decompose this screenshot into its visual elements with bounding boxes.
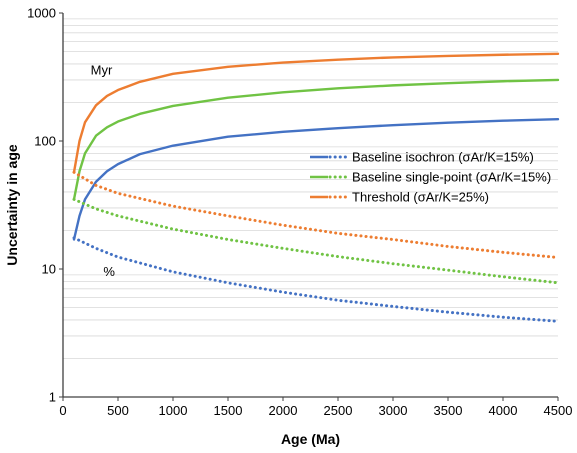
series-3 (72, 236, 560, 323)
x-tick-label: 3000 (379, 403, 408, 418)
y-tick-label: 10 (42, 262, 56, 277)
x-tick-label: 1000 (159, 403, 188, 418)
y-tick-label: 100 (34, 134, 56, 149)
series-2 (72, 52, 560, 174)
x-axis-title: Age (Ma) (281, 431, 340, 447)
legend-entry: Baseline isochron (σAr/K=15%) (352, 150, 534, 165)
x-tick-label: 2500 (324, 403, 353, 418)
series-line (72, 197, 560, 285)
legend-entry: Baseline single-point (σAr/K=15%) (352, 170, 551, 185)
y-axis-title: Uncertainty in age (4, 144, 20, 266)
series-5 (72, 170, 560, 259)
plot-area (72, 52, 560, 323)
annotation-label: % (103, 264, 115, 279)
x-tick-label: 4500 (544, 403, 573, 418)
series-1 (72, 78, 560, 201)
x-tick-label: 500 (107, 403, 129, 418)
tick-labels: 0 500 1000 1500 2000 2500 3000 3500 4000 4500 1 10 1… (27, 6, 572, 419)
y-tick-label: 1 (49, 390, 56, 405)
grid-lines (63, 18, 558, 359)
series-line (72, 170, 560, 259)
x-tick-label: 3500 (434, 403, 463, 418)
x-tick-label: 1500 (214, 403, 243, 418)
series-0 (72, 118, 560, 241)
axes (62, 13, 558, 398)
annotation-label: Myr (91, 63, 113, 78)
legend: Baseline isochron (σAr/K=15%) Baseline si… (310, 150, 551, 205)
x-tick-label: 2000 (269, 403, 298, 418)
annotations: Myr% (91, 63, 116, 279)
series-4 (72, 197, 560, 285)
series-line (72, 236, 560, 323)
y-tick-label: 1000 (27, 6, 56, 21)
x-tick-label: 4000 (489, 403, 518, 418)
legend-entry: Threshold (σAr/K=25%) (352, 190, 489, 205)
x-tick-label: 0 (59, 403, 66, 418)
